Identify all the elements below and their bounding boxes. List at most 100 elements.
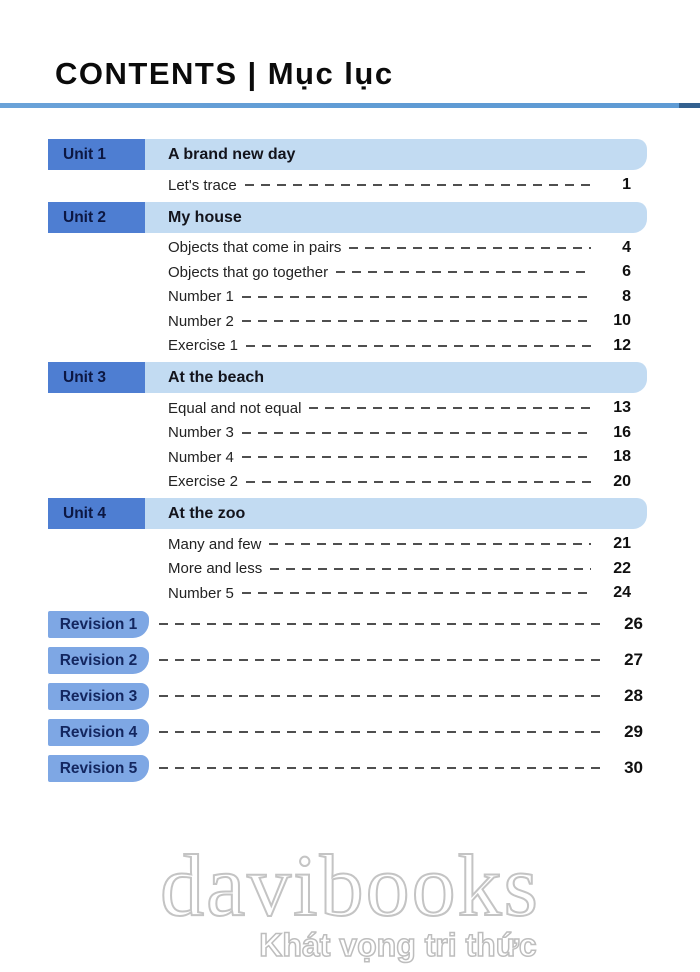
revision-row: Revision 1 26 — [48, 610, 647, 638]
toc-item-label: Number 4 — [168, 448, 234, 466]
page-number: 20 — [613, 472, 631, 490]
dashed-leader — [309, 407, 591, 410]
dashed-leader — [159, 767, 607, 769]
dashed-leader — [241, 295, 591, 298]
dashed-leader — [159, 659, 607, 661]
unit-block: Unit 4 At the zoo Many and few 21 More a… — [48, 498, 647, 610]
toc-item: Let's trace 1 — [168, 173, 647, 198]
unit-title: At the beach — [145, 362, 647, 393]
dashed-leader — [159, 623, 607, 625]
toc-item-label: Objects that come in pairs — [168, 239, 342, 257]
page-title-en: CONTENTS — [55, 56, 238, 91]
toc-item-label: Exercise 1 — [168, 337, 239, 355]
page-number: 10 — [613, 312, 631, 330]
unit-items: Let's trace 1 — [48, 170, 647, 202]
page-title-vi: Mục lục — [267, 56, 394, 91]
page-number: 4 — [622, 238, 631, 256]
dashed-leader — [246, 480, 591, 483]
page-number: 22 — [613, 559, 631, 577]
toc-item-label: Number 3 — [168, 424, 234, 442]
revisions-list: Revision 1 26 Revision 2 27 Revision 3 2… — [48, 610, 647, 782]
toc-item: Number 2 10 — [168, 309, 647, 334]
unit-title: At the zoo — [145, 498, 647, 529]
revision-row: Revision 5 30 — [48, 754, 647, 782]
toc-item: Exercise 2 20 — [168, 470, 647, 495]
toc-item: Equal and not equal 13 — [168, 396, 647, 421]
unit-title: My house — [145, 201, 647, 233]
dashed-leader — [269, 543, 591, 546]
toc-item-label: Let's trace — [168, 176, 237, 194]
unit-label: Unit 1 — [48, 139, 145, 170]
toc-item-label: Number 5 — [168, 584, 234, 602]
units-list: Unit 1 A brand new day Let's trace 1 Uni… — [48, 139, 647, 610]
unit-label: Unit 3 — [48, 362, 145, 393]
toc-item-label: Number 1 — [168, 288, 234, 306]
unit-header: Unit 2 My house — [48, 201, 647, 233]
page-number: 30 — [624, 758, 643, 777]
revision-label: Revision 2 — [48, 646, 149, 674]
page-number: 6 — [622, 263, 631, 281]
unit-label: Unit 4 — [48, 498, 145, 529]
page-number: 21 — [613, 535, 631, 553]
revision-label: Revision 5 — [48, 754, 149, 782]
revision-label: Revision 1 — [48, 610, 149, 638]
toc-item: More and less 22 — [168, 557, 647, 582]
toc-item-label: Objects that go together — [168, 263, 329, 281]
dashed-leader — [246, 344, 591, 347]
dashed-leader — [336, 271, 591, 274]
page-number: 12 — [613, 336, 631, 354]
dashed-leader — [244, 184, 591, 187]
dashed-leader — [159, 731, 607, 733]
watermark-slogan: Khát vọng tri thức — [259, 926, 538, 964]
revision-row: Revision 3 28 — [48, 682, 647, 710]
page-number: 24 — [613, 584, 631, 602]
unit-header: Unit 3 At the beach — [48, 362, 647, 393]
watermark: davibooks Khát vọng tri thức — [0, 838, 700, 964]
dashed-leader — [241, 320, 591, 323]
unit-title: A brand new day — [145, 139, 647, 170]
page-number: 1 — [622, 176, 631, 194]
revision-row: Revision 4 29 — [48, 718, 647, 746]
unit-items: Many and few 21 More and less 22 Number … — [48, 529, 647, 610]
page-number: 8 — [622, 287, 631, 305]
unit-block: Unit 2 My house Objects that come in pai… — [48, 201, 647, 363]
revision-label: Revision 3 — [48, 682, 149, 710]
page-number: 27 — [624, 650, 643, 669]
header-rule — [0, 103, 700, 108]
unit-block: Unit 3 At the beach Equal and not equal … — [48, 362, 647, 498]
dashed-leader — [241, 592, 591, 595]
toc-item-label: Many and few — [168, 535, 262, 553]
page-title: CONTENTS | Mục lục — [55, 56, 394, 92]
unit-items: Equal and not equal 13 Number 3 16 Numbe… — [48, 393, 647, 498]
unit-header: Unit 4 At the zoo — [48, 498, 647, 529]
unit-header: Unit 1 A brand new day — [48, 139, 647, 170]
watermark-logo-text: davibooks — [159, 838, 540, 935]
table-of-contents: Unit 1 A brand new day Let's trace 1 Uni… — [48, 139, 647, 791]
page-number: 18 — [613, 448, 631, 466]
dashed-leader — [159, 695, 607, 697]
toc-item-label: Number 2 — [168, 312, 234, 330]
dashed-leader — [241, 431, 591, 434]
toc-item-label: Exercise 2 — [168, 473, 239, 491]
toc-item: Number 5 24 — [168, 581, 647, 606]
dashed-leader — [270, 567, 591, 570]
toc-item: Objects that go together 6 — [168, 260, 647, 285]
page-number: 26 — [624, 614, 643, 633]
unit-block: Unit 1 A brand new day Let's trace 1 — [48, 139, 647, 202]
page-number: 29 — [624, 722, 643, 741]
toc-item: Objects that come in pairs 4 — [168, 236, 647, 261]
toc-item: Exercise 1 12 — [168, 334, 647, 359]
unit-items: Objects that come in pairs 4 Objects tha… — [48, 233, 647, 363]
toc-item-label: Equal and not equal — [168, 399, 302, 417]
dashed-leader — [349, 246, 591, 249]
page-number: 16 — [613, 423, 631, 441]
page-number: 13 — [613, 399, 631, 417]
dashed-leader — [241, 456, 591, 459]
revision-row: Revision 2 27 — [48, 646, 647, 674]
title-separator: | — [247, 56, 258, 91]
revision-label: Revision 4 — [48, 718, 149, 746]
toc-item: Number 4 18 — [168, 445, 647, 470]
toc-item: Number 1 8 — [168, 285, 647, 310]
unit-label: Unit 2 — [48, 201, 145, 233]
page-number: 28 — [624, 686, 643, 705]
